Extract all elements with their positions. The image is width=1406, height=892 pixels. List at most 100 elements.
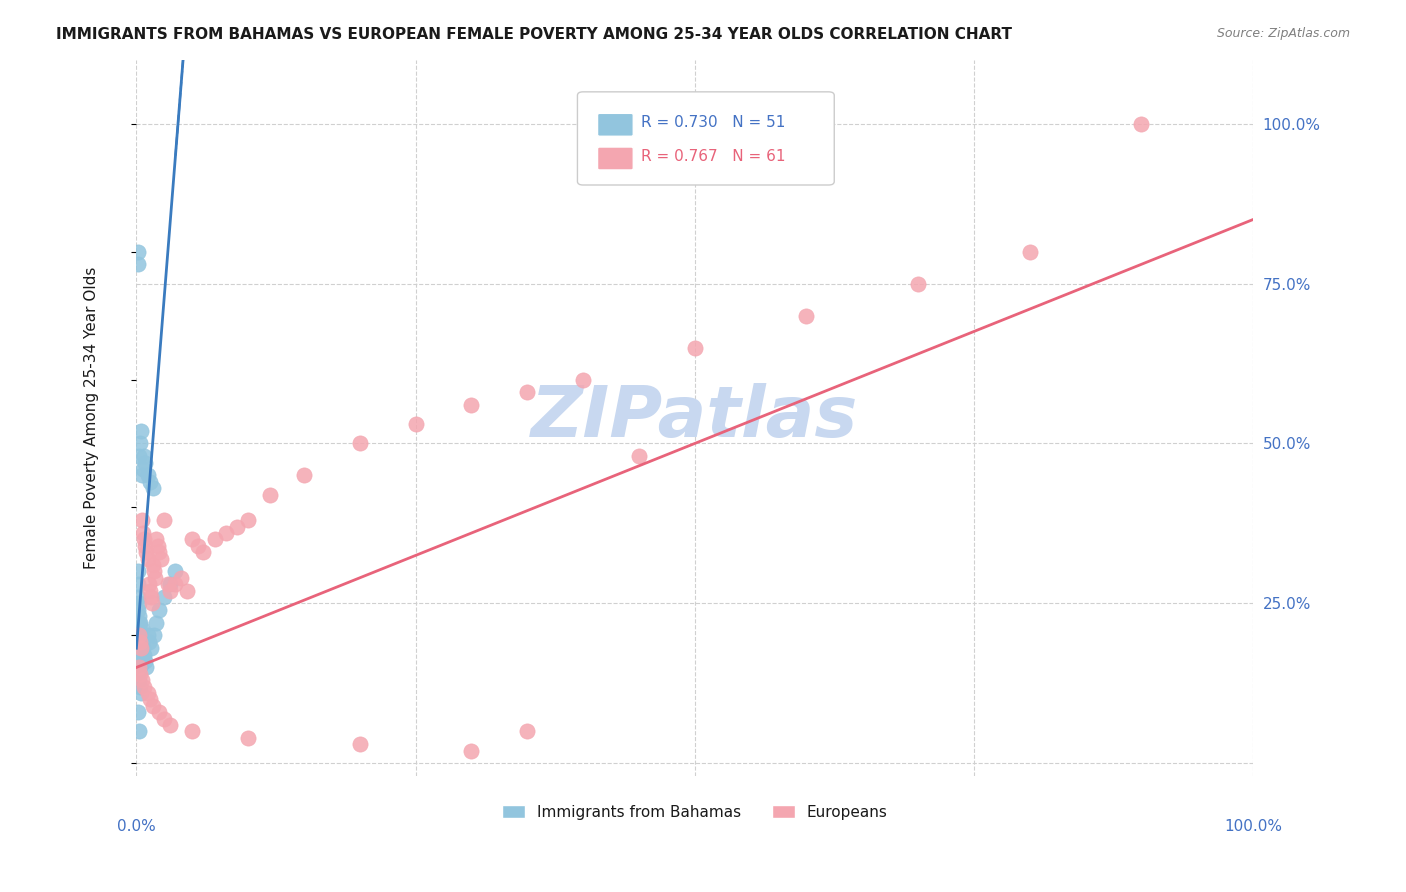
Point [132,526,155,541]
Point [128,680,150,694]
Point [127,615,149,630]
Point [1130,117,1153,131]
Point [259,488,281,502]
Text: Source: ZipAtlas.com: Source: ZipAtlas.com [1216,27,1350,40]
Point [159,577,181,591]
Point [128,615,150,630]
Point [135,660,157,674]
Point [134,539,156,553]
Point [131,673,153,688]
Point [128,450,150,464]
Point [627,450,650,464]
Point [135,545,157,559]
Point [127,666,149,681]
Point [128,436,150,450]
Point [128,660,150,674]
Point [129,641,152,656]
Point [129,641,152,656]
Point [136,551,159,566]
Point [405,417,427,432]
Point [136,468,159,483]
Point [139,641,162,656]
Point [128,597,150,611]
Text: ZIPatlas: ZIPatlas [531,384,859,452]
Point [143,565,166,579]
Point [516,724,538,739]
Point [187,539,209,553]
Point [165,565,187,579]
Point [127,705,149,719]
Point [159,583,181,598]
Point [131,622,153,636]
Point [128,615,150,630]
Point [139,692,162,706]
Text: R = 0.767   N = 61: R = 0.767 N = 61 [641,149,786,164]
Point [153,712,176,726]
Point [127,257,149,271]
Point [138,635,160,649]
Point [128,628,150,642]
Text: Female Poverty Among 25-34 Year Olds: Female Poverty Among 25-34 Year Olds [84,267,100,569]
FancyBboxPatch shape [598,113,633,136]
Point [159,718,181,732]
Point [516,385,538,400]
FancyBboxPatch shape [578,92,834,185]
Point [128,622,150,636]
Point [139,475,162,489]
Point [134,450,156,464]
Point [131,635,153,649]
Point [131,468,153,483]
Point [292,468,315,483]
Point [127,603,149,617]
Text: R = 0.730   N = 51: R = 0.730 N = 51 [641,115,786,130]
Point [156,577,179,591]
Point [139,590,162,604]
Point [236,513,259,527]
Point [134,533,156,547]
Point [683,341,706,355]
Point [170,571,193,585]
Point [148,705,170,719]
Point [128,673,150,688]
Point [349,436,371,450]
Point [176,583,198,598]
Point [146,539,169,553]
Point [134,648,156,662]
Point [134,680,156,694]
Point [145,533,167,547]
Point [148,603,170,617]
Point [460,743,482,757]
Point [131,648,153,662]
Point [145,571,167,585]
Point [796,309,818,323]
Point [138,577,160,591]
Point [132,641,155,656]
Point [460,398,482,412]
Point [128,628,150,642]
Point [181,724,204,739]
Point [127,577,149,591]
Point [128,635,150,649]
Point [907,277,929,291]
Point [129,686,152,700]
Point [153,513,176,527]
Point [225,519,247,533]
Text: 100.0%: 100.0% [1225,819,1282,834]
Point [142,481,165,495]
Point [141,597,163,611]
Point [572,372,595,386]
FancyBboxPatch shape [598,147,633,170]
Point [134,654,156,668]
Point [181,533,204,547]
Point [204,533,226,547]
Point [1018,244,1040,259]
Point [165,577,187,591]
Point [134,456,156,470]
Point [127,590,149,604]
Point [193,545,215,559]
Point [349,737,371,751]
Point [128,609,150,624]
Point [127,654,149,668]
Point [129,628,152,642]
Text: IMMIGRANTS FROM BAHAMAS VS EUROPEAN FEMALE POVERTY AMONG 25-34 YEAR OLDS CORRELA: IMMIGRANTS FROM BAHAMAS VS EUROPEAN FEMA… [56,27,1012,42]
